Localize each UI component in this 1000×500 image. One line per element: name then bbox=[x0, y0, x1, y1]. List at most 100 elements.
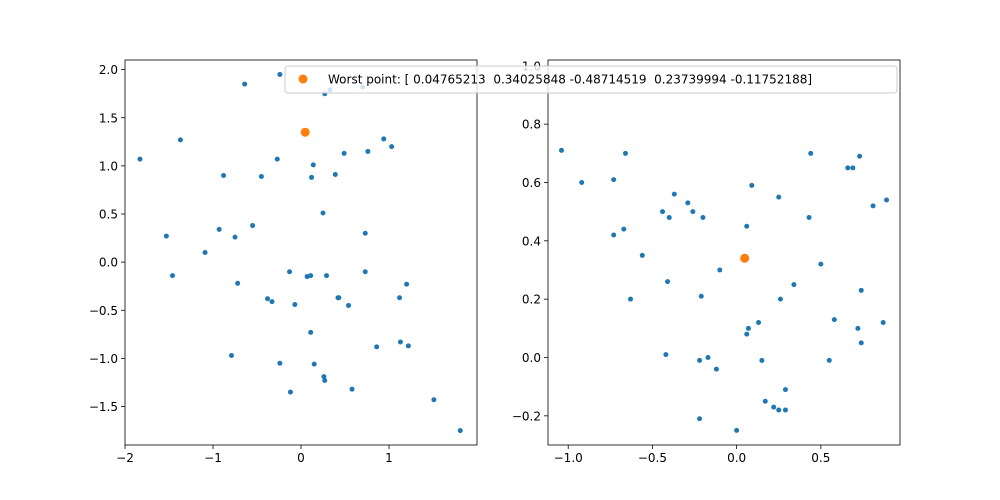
data-point bbox=[858, 340, 864, 346]
y-tick-label: 0.5 bbox=[99, 208, 118, 222]
data-point bbox=[639, 252, 645, 258]
data-point bbox=[365, 148, 371, 154]
data-point bbox=[850, 165, 856, 171]
data-point bbox=[663, 352, 669, 358]
y-tick-label: −0.2 bbox=[512, 409, 541, 423]
data-point bbox=[431, 397, 437, 403]
data-point bbox=[611, 177, 617, 183]
data-point bbox=[202, 250, 208, 255]
data-point bbox=[310, 162, 316, 168]
data-point bbox=[771, 404, 777, 410]
data-point bbox=[170, 273, 176, 279]
y-tick-label: −1.0 bbox=[89, 352, 118, 366]
data-point bbox=[665, 279, 671, 285]
data-point bbox=[258, 173, 264, 179]
data-point bbox=[346, 302, 352, 308]
y-tick-label: −1.5 bbox=[89, 400, 118, 414]
y-tick-label: 2.0 bbox=[99, 63, 118, 77]
data-point bbox=[277, 71, 283, 77]
y-tick-label: 1.0 bbox=[99, 159, 118, 173]
data-point bbox=[806, 215, 812, 220]
data-point bbox=[389, 144, 395, 150]
data-point bbox=[808, 150, 814, 156]
data-point bbox=[163, 233, 169, 239]
data-point bbox=[235, 280, 241, 286]
data-point bbox=[287, 269, 293, 275]
x-tick-label: −1.0 bbox=[554, 451, 583, 465]
data-point bbox=[232, 234, 238, 240]
data-point bbox=[320, 210, 326, 216]
data-point bbox=[308, 273, 314, 279]
worst-point-marker bbox=[740, 253, 750, 263]
legend-marker bbox=[298, 74, 308, 84]
y-tick-label: 1.5 bbox=[99, 111, 118, 125]
data-point bbox=[265, 296, 271, 302]
y-tick-label: 0.8 bbox=[522, 118, 541, 132]
data-point bbox=[457, 428, 463, 434]
y-tick-label: −0.5 bbox=[89, 304, 118, 318]
data-point bbox=[776, 407, 782, 413]
data-point bbox=[713, 366, 719, 372]
data-point bbox=[404, 281, 410, 287]
data-point bbox=[311, 361, 317, 367]
data-point bbox=[884, 197, 890, 203]
data-point bbox=[216, 226, 222, 232]
data-point bbox=[744, 223, 750, 229]
data-point bbox=[579, 180, 585, 185]
x-tick-label: 0.5 bbox=[811, 451, 830, 465]
data-point bbox=[628, 296, 634, 302]
legend-box bbox=[284, 65, 898, 94]
data-point bbox=[381, 136, 387, 142]
worst-point-marker bbox=[300, 127, 310, 137]
data-point bbox=[349, 386, 355, 392]
data-point bbox=[855, 325, 861, 331]
data-point bbox=[287, 389, 293, 395]
data-point bbox=[756, 320, 762, 325]
data-point bbox=[332, 172, 338, 178]
data-point bbox=[749, 182, 755, 188]
data-point bbox=[269, 299, 275, 305]
data-point bbox=[717, 267, 723, 273]
data-point bbox=[880, 320, 886, 325]
axes-frame bbox=[547, 59, 901, 446]
data-point bbox=[818, 261, 824, 267]
data-point bbox=[341, 150, 347, 156]
data-point bbox=[137, 156, 143, 162]
data-point bbox=[734, 427, 740, 433]
data-point bbox=[777, 296, 783, 302]
data-point bbox=[745, 325, 751, 331]
data-point bbox=[697, 416, 703, 422]
data-point bbox=[362, 269, 368, 275]
data-point bbox=[274, 156, 280, 162]
data-point bbox=[308, 329, 314, 335]
data-point bbox=[791, 282, 797, 288]
data-point bbox=[177, 137, 183, 143]
data-point bbox=[858, 287, 864, 293]
data-point bbox=[666, 215, 672, 220]
data-point bbox=[321, 374, 327, 380]
data-point bbox=[831, 317, 837, 323]
data-point bbox=[660, 209, 666, 215]
data-point bbox=[621, 226, 627, 232]
y-tick-label: 0.0 bbox=[522, 351, 541, 365]
data-point bbox=[292, 301, 298, 307]
data-point bbox=[336, 295, 342, 301]
data-point bbox=[685, 200, 691, 206]
y-tick-label: 0.4 bbox=[522, 234, 541, 248]
data-point bbox=[782, 407, 788, 413]
x-tick-label: −1 bbox=[204, 451, 222, 465]
data-point bbox=[826, 357, 832, 363]
data-point bbox=[698, 293, 704, 299]
data-point bbox=[671, 191, 677, 197]
data-point bbox=[250, 223, 256, 229]
data-point bbox=[221, 173, 227, 178]
data-point bbox=[762, 398, 768, 404]
data-point bbox=[242, 81, 248, 87]
y-tick-label: 0.2 bbox=[522, 293, 541, 307]
data-point bbox=[776, 194, 782, 200]
data-point bbox=[309, 174, 315, 180]
axes-frame bbox=[124, 59, 478, 446]
x-tick-label: 1 bbox=[385, 451, 393, 465]
x-tick-label: 0.0 bbox=[727, 451, 746, 465]
